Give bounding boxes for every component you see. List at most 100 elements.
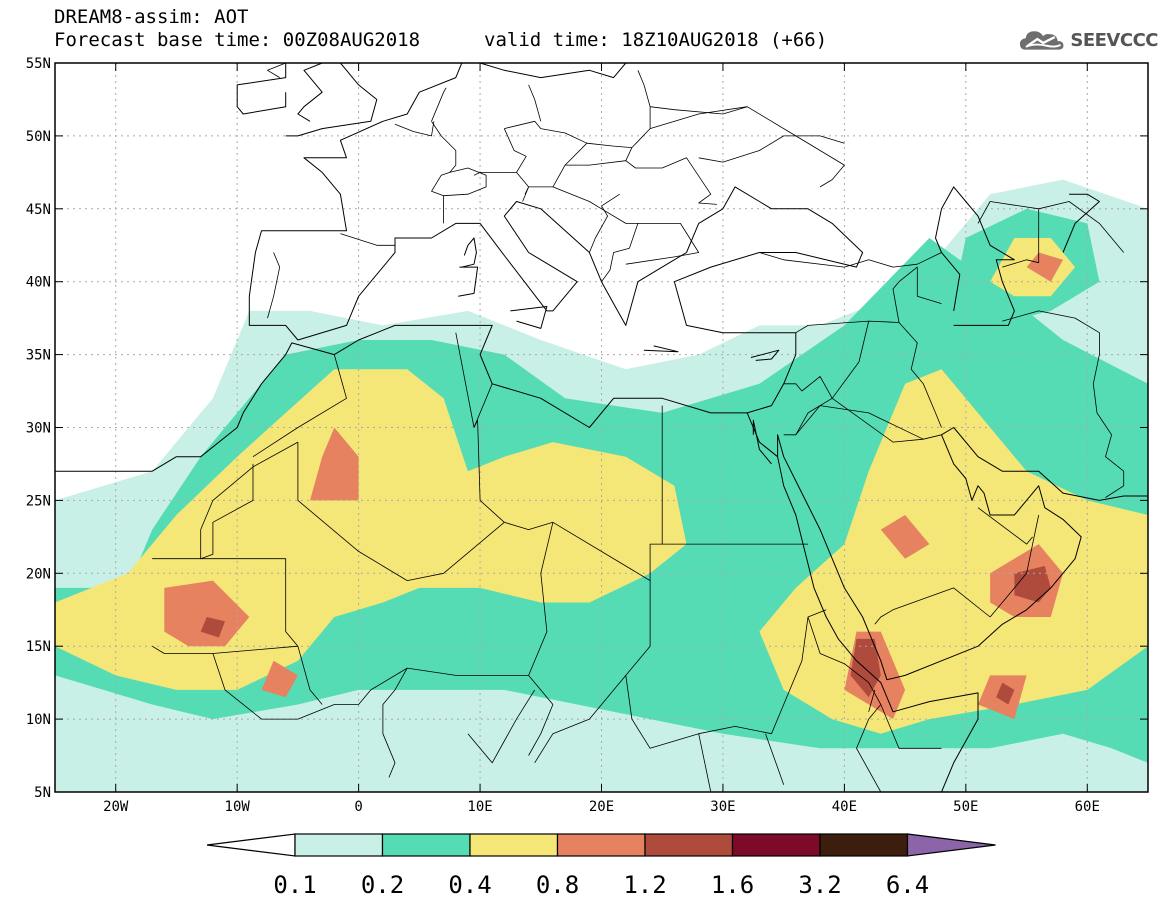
country-border (522, 186, 700, 265)
lon-tick-label: 60E (1075, 799, 1100, 815)
country-border (212, 653, 554, 756)
country-border (898, 322, 942, 428)
country-border (516, 172, 529, 195)
forecast-base-time: Forecast base time: 00Z08AUG2018 (54, 29, 421, 51)
colorbar-bin (731, 833, 821, 857)
coastline (752, 419, 772, 465)
colorbar-bin (644, 833, 734, 857)
coastline (55, 63, 864, 472)
coastline (236, 63, 287, 115)
lat-tick-label: 5N (34, 785, 51, 801)
country-border (989, 514, 1040, 618)
country-border (898, 266, 942, 304)
colorbar-bin (469, 833, 559, 857)
aot-region-1-2-0 (200, 617, 225, 638)
country-border (795, 281, 900, 334)
country-border (625, 70, 651, 161)
coastlines (55, 63, 1148, 792)
seevccc-logo: SEEVCCC (1018, 26, 1158, 54)
country-border (795, 405, 924, 440)
country-border (589, 193, 620, 253)
country-border (297, 646, 323, 705)
colorbar-low-arrow (206, 833, 296, 857)
country-border (880, 704, 942, 749)
country-border (152, 441, 299, 560)
lon-tick-label: 30E (710, 799, 735, 815)
forecast-info: Forecast base time: 00Z08AUG2018 valid ti… (54, 29, 827, 51)
country-border (504, 120, 588, 144)
country-border (564, 142, 632, 166)
colorbar-high-arrow (906, 833, 996, 857)
country-border (650, 106, 748, 115)
country-border (431, 87, 447, 122)
coastline (750, 349, 780, 361)
aot-region-1-2-2 (1014, 566, 1051, 603)
country-border (807, 616, 869, 683)
country-border (267, 252, 281, 319)
aot-region-0-8-2 (310, 427, 359, 501)
colorbar-label: 0.2 (361, 871, 404, 899)
country-border (382, 667, 408, 778)
country-border (698, 733, 712, 792)
country-border (601, 223, 639, 282)
country-border (977, 507, 1033, 545)
lat-tick-label: 30N (26, 421, 51, 437)
lat-tick-label: 35N (26, 348, 51, 364)
coastline (777, 427, 1148, 681)
coastline (1062, 193, 1100, 253)
country-border (698, 135, 845, 163)
coastline (510, 306, 548, 329)
colorbar-label: 3.2 (798, 871, 841, 899)
lon-tick-label: 20W (103, 799, 129, 815)
colorbar-label: 0.4 (448, 871, 491, 899)
country-border (977, 201, 1040, 268)
lat-tick-label: 50N (26, 129, 51, 145)
aot-region-0-8-0 (164, 580, 250, 647)
country-border (267, 63, 286, 78)
aot-region-1-2-1 (850, 638, 881, 698)
lat-tick-label: 45N (26, 202, 51, 218)
colorbar-bin (381, 833, 471, 857)
cloud-logo-icon (1019, 31, 1064, 50)
coastline (746, 412, 979, 792)
coastline (458, 266, 479, 297)
country-border (455, 332, 505, 523)
country-border (534, 675, 627, 764)
country-border (431, 121, 457, 224)
axis-ticks: 20W 10W 0 10E 20E 30E 40E 50E 60E 55N 50N 45N 40N 35N… (26, 56, 1148, 815)
country-border (443, 167, 487, 197)
aot-region-0-8-7 (1026, 252, 1063, 282)
colorbar-label: 1.6 (711, 871, 754, 899)
coastline (479, 63, 627, 79)
country-border (252, 354, 347, 458)
colorbar-label: 0.1 (273, 871, 316, 899)
logo-text: SEEVCCC (1070, 29, 1158, 51)
coastline (461, 237, 477, 268)
lat-tick-label: 40N (26, 275, 51, 291)
coastline (643, 345, 679, 353)
colorbar: 0.1 0.2 0.4 0.8 1.2 1.6 3.2 6.4 (206, 833, 996, 899)
map-title: DREAM8-assim: AOT (54, 6, 249, 28)
country-border (1038, 201, 1125, 253)
lon-tick-label: 50E (953, 799, 978, 815)
lon-tick-label: 10E (467, 799, 492, 815)
country-border (473, 383, 493, 428)
colorbar-label: 1.2 (623, 871, 666, 899)
country-border (874, 587, 991, 625)
country-border (856, 682, 882, 792)
country-border (552, 157, 717, 205)
country-border (394, 121, 435, 137)
lat-tick-label: 15N (26, 639, 51, 655)
lon-tick-label: 20E (589, 799, 614, 815)
aot-region-0-8-4 (880, 515, 930, 559)
country-border (868, 689, 876, 712)
country-border (1002, 310, 1125, 498)
colorbar-label: 0.8 (536, 871, 579, 899)
colorbar-bin (294, 833, 384, 857)
aot-region-0-8-1 (261, 660, 298, 698)
colorbar-label: 6.4 (886, 871, 929, 899)
coastline (285, 63, 378, 137)
country-border (649, 106, 845, 188)
country-border (467, 689, 536, 764)
lon-tick-label: 40E (832, 799, 857, 815)
